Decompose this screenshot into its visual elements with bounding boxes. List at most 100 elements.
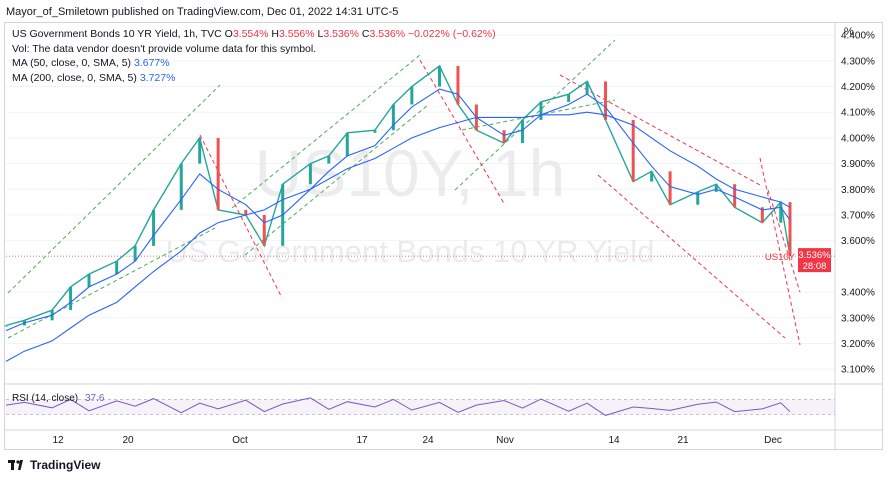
ma50-value: 3.677% [133,57,170,69]
price-tick-label: 3.100% [841,365,875,376]
price-candle [410,86,414,105]
price-candle [502,130,506,144]
legend-change: −0.022% (−0.62%) [408,28,496,40]
ma200-line-group [5,111,791,362]
watermark-symbol: US10Y, 1h [255,136,566,210]
price-candle [308,163,312,185]
price-candle [668,171,672,205]
chart-frame [4,22,883,450]
price-candle [788,202,792,257]
price-tick-label: 3.300% [841,313,875,324]
rsi-band [6,399,835,415]
price-candle [4,325,8,327]
ma200-value: 3.727% [139,71,176,84]
ma50-line [5,88,791,332]
price-candle [733,184,737,208]
price-candle [585,81,589,95]
price-axis-unit: % [844,26,854,38]
price-candle [714,184,718,192]
tradingview-logo-icon [8,460,23,470]
channel-up-3 [231,54,421,209]
channel-up-2 [7,227,216,339]
price-candle [521,119,525,144]
price-tick-label: 3.700% [841,210,875,221]
legend-low-value: 3.536% [323,28,359,40]
ma200-label: MA (200, close, 0, SMA, 5) [12,71,137,84]
channel-down-6 [767,189,801,293]
channel-down-3 [559,74,761,186]
price-series-line-group [4,64,792,327]
channel-up-4 [244,104,429,256]
last-price-tag: 3.536%28:08 [798,248,831,272]
price-candle [152,209,156,246]
watermark-name: US Government Bonds 10 YR Yield [166,234,655,269]
price-candle [438,65,442,87]
price-candle [345,132,349,156]
price-candle [539,101,543,120]
price-candle [779,202,783,223]
legend-low-label: L [317,28,324,40]
chart-legend: US Government Bonds 10 YR Yield, 1h, TVC… [12,27,496,85]
time-tick-label: Nov [496,435,514,446]
price-candle [760,207,764,223]
price-tick-label: 4.200% [841,82,875,93]
legend-open-value: 3.554% [232,28,269,40]
price-candle [262,214,266,246]
rsi-line [5,397,791,416]
price-series-line [5,64,791,327]
price-candle [456,65,460,105]
time-tick-label: 12 [52,435,64,446]
price-candle [179,163,183,210]
ma50-line-group [5,88,791,332]
last-price-countdown: 28:08 [803,261,827,272]
rsi-value: 37.6 [85,393,105,404]
price-tick-label: 3.200% [841,339,875,350]
tradingview-logo[interactable]: TradingView [8,458,100,472]
price-candle [567,94,571,102]
channel-up-1 [7,84,221,294]
channel-down-2 [419,59,506,206]
legend-high-value: 3.556% [278,28,315,40]
price-tick-label: 3.600% [841,236,875,247]
legend-vol-row: Vol: The data vendor doesn't provide vol… [12,42,317,55]
price-candle [604,81,608,120]
channel-down-4 [597,174,786,339]
price-tick-label: 3.400% [841,288,875,299]
time-tick-label: 14 [608,435,620,446]
price-candle [216,137,220,210]
time-tick-label: 17 [356,435,368,446]
tradingview-logo-text: TradingView [30,458,101,472]
legend-title: US Government Bonds 10 YR Yield, 1h, TVC [12,28,222,40]
last-price-value: 3.536% [798,250,831,261]
price-candle [650,171,654,182]
price-tick-label: 4.000% [841,133,875,144]
legend-close-value: 3.536% [369,28,406,40]
channel-down-5 [759,157,801,346]
legend-close-label: C [361,28,370,40]
time-tick-label: 20 [122,435,134,446]
price-candle [391,104,395,131]
last-price-symbol: US10Y [765,252,796,263]
price-candle [198,137,202,164]
published-line: Mayor_of_Smiletown published on TradingV… [6,6,399,18]
price-tick-label: 4.100% [841,108,875,119]
price-candle [115,261,119,275]
legend-title-row: US Government Bonds 10 YR Yield, 1h, TVC… [12,27,496,42]
last-price-tag-bg [798,248,831,273]
price-candle [87,274,91,287]
legend-ma200-row[interactable]: MA (200, close, 0, SMA, 5) 3.727% [12,71,496,86]
price-candle [696,191,700,205]
price-candle [327,155,331,164]
rsi-label: RSI (14, close) [12,393,78,404]
price-candle [133,245,137,262]
ma200-line [5,111,791,362]
price-candle [631,119,635,182]
price-candle [373,130,377,133]
price-tick-label: 3.900% [841,159,875,170]
ma50-label: MA (50, close, 0, SMA, 5) [12,57,132,69]
time-tick-label: 24 [422,435,434,446]
price-tick-label: 4.300% [841,56,875,67]
legend-high-label: H [271,28,279,40]
legend-ma50-row[interactable]: MA (50, close, 0, SMA, 5) 3.677% [12,56,496,71]
